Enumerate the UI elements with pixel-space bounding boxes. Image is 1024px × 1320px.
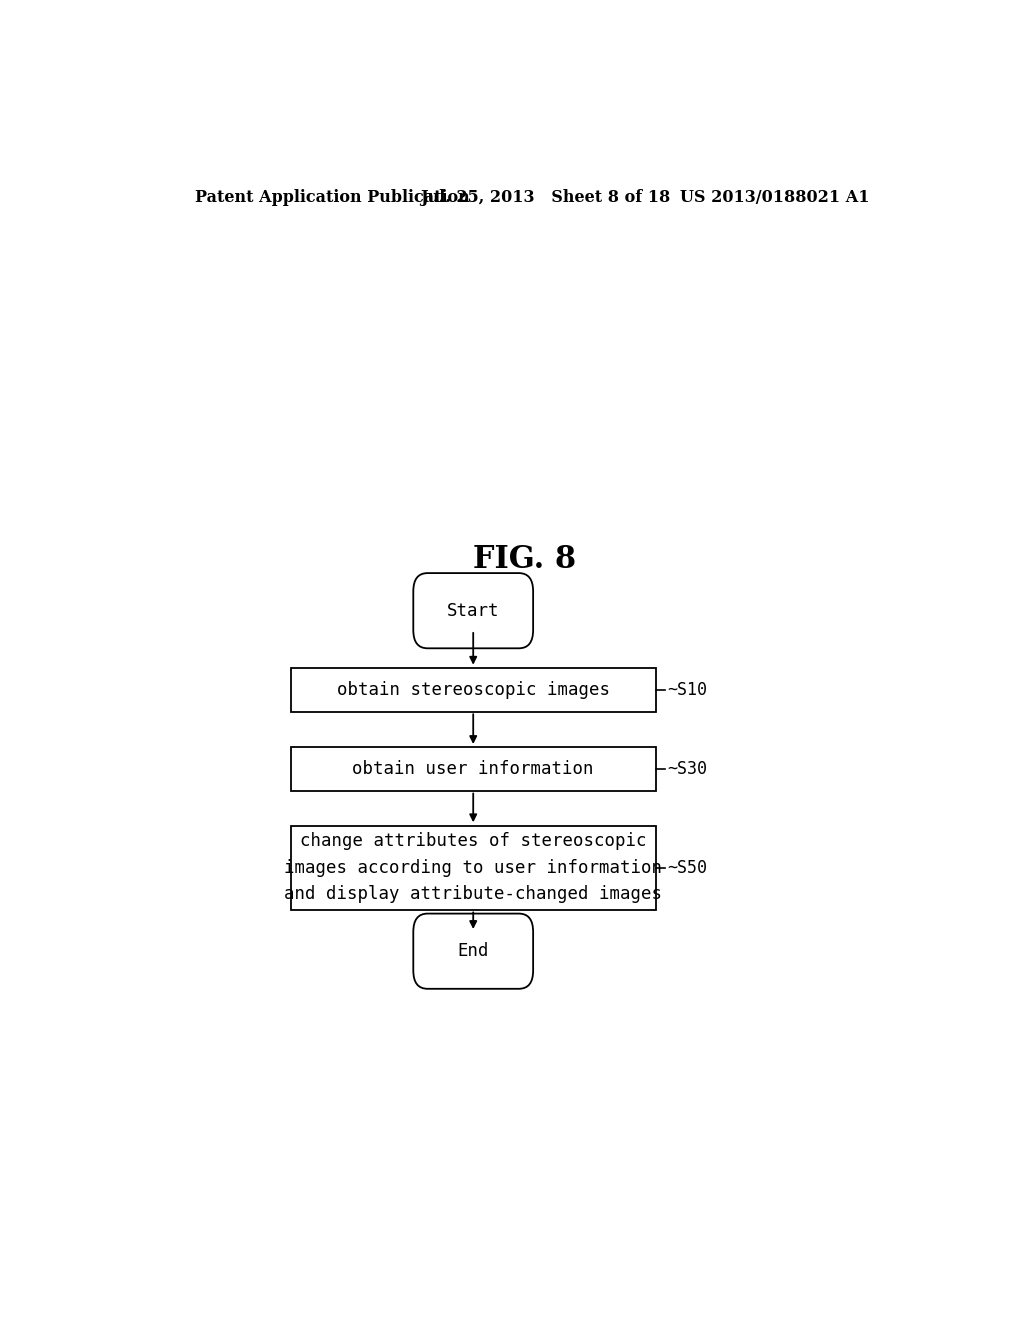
Text: FIG. 8: FIG. 8 [473,544,577,576]
Text: obtain stereoscopic images: obtain stereoscopic images [337,681,609,700]
Text: US 2013/0188021 A1: US 2013/0188021 A1 [680,189,869,206]
Bar [291,747,655,791]
FancyBboxPatch shape [414,913,534,989]
Text: ~S10: ~S10 [667,681,707,700]
Text: Patent Application Publication: Patent Application Publication [196,189,470,206]
Bar [291,668,655,711]
Text: obtain user information: obtain user information [352,760,594,779]
Text: Start: Start [446,602,500,619]
Text: ~S50: ~S50 [667,859,707,876]
Text: change attributes of stereoscopic
images according to user information
and displ: change attributes of stereoscopic images… [285,833,663,903]
Text: ~S30: ~S30 [667,760,707,779]
Bar [291,826,655,909]
FancyBboxPatch shape [414,573,534,648]
Text: Jul. 25, 2013   Sheet 8 of 18: Jul. 25, 2013 Sheet 8 of 18 [420,189,671,206]
Text: End: End [458,942,489,960]
